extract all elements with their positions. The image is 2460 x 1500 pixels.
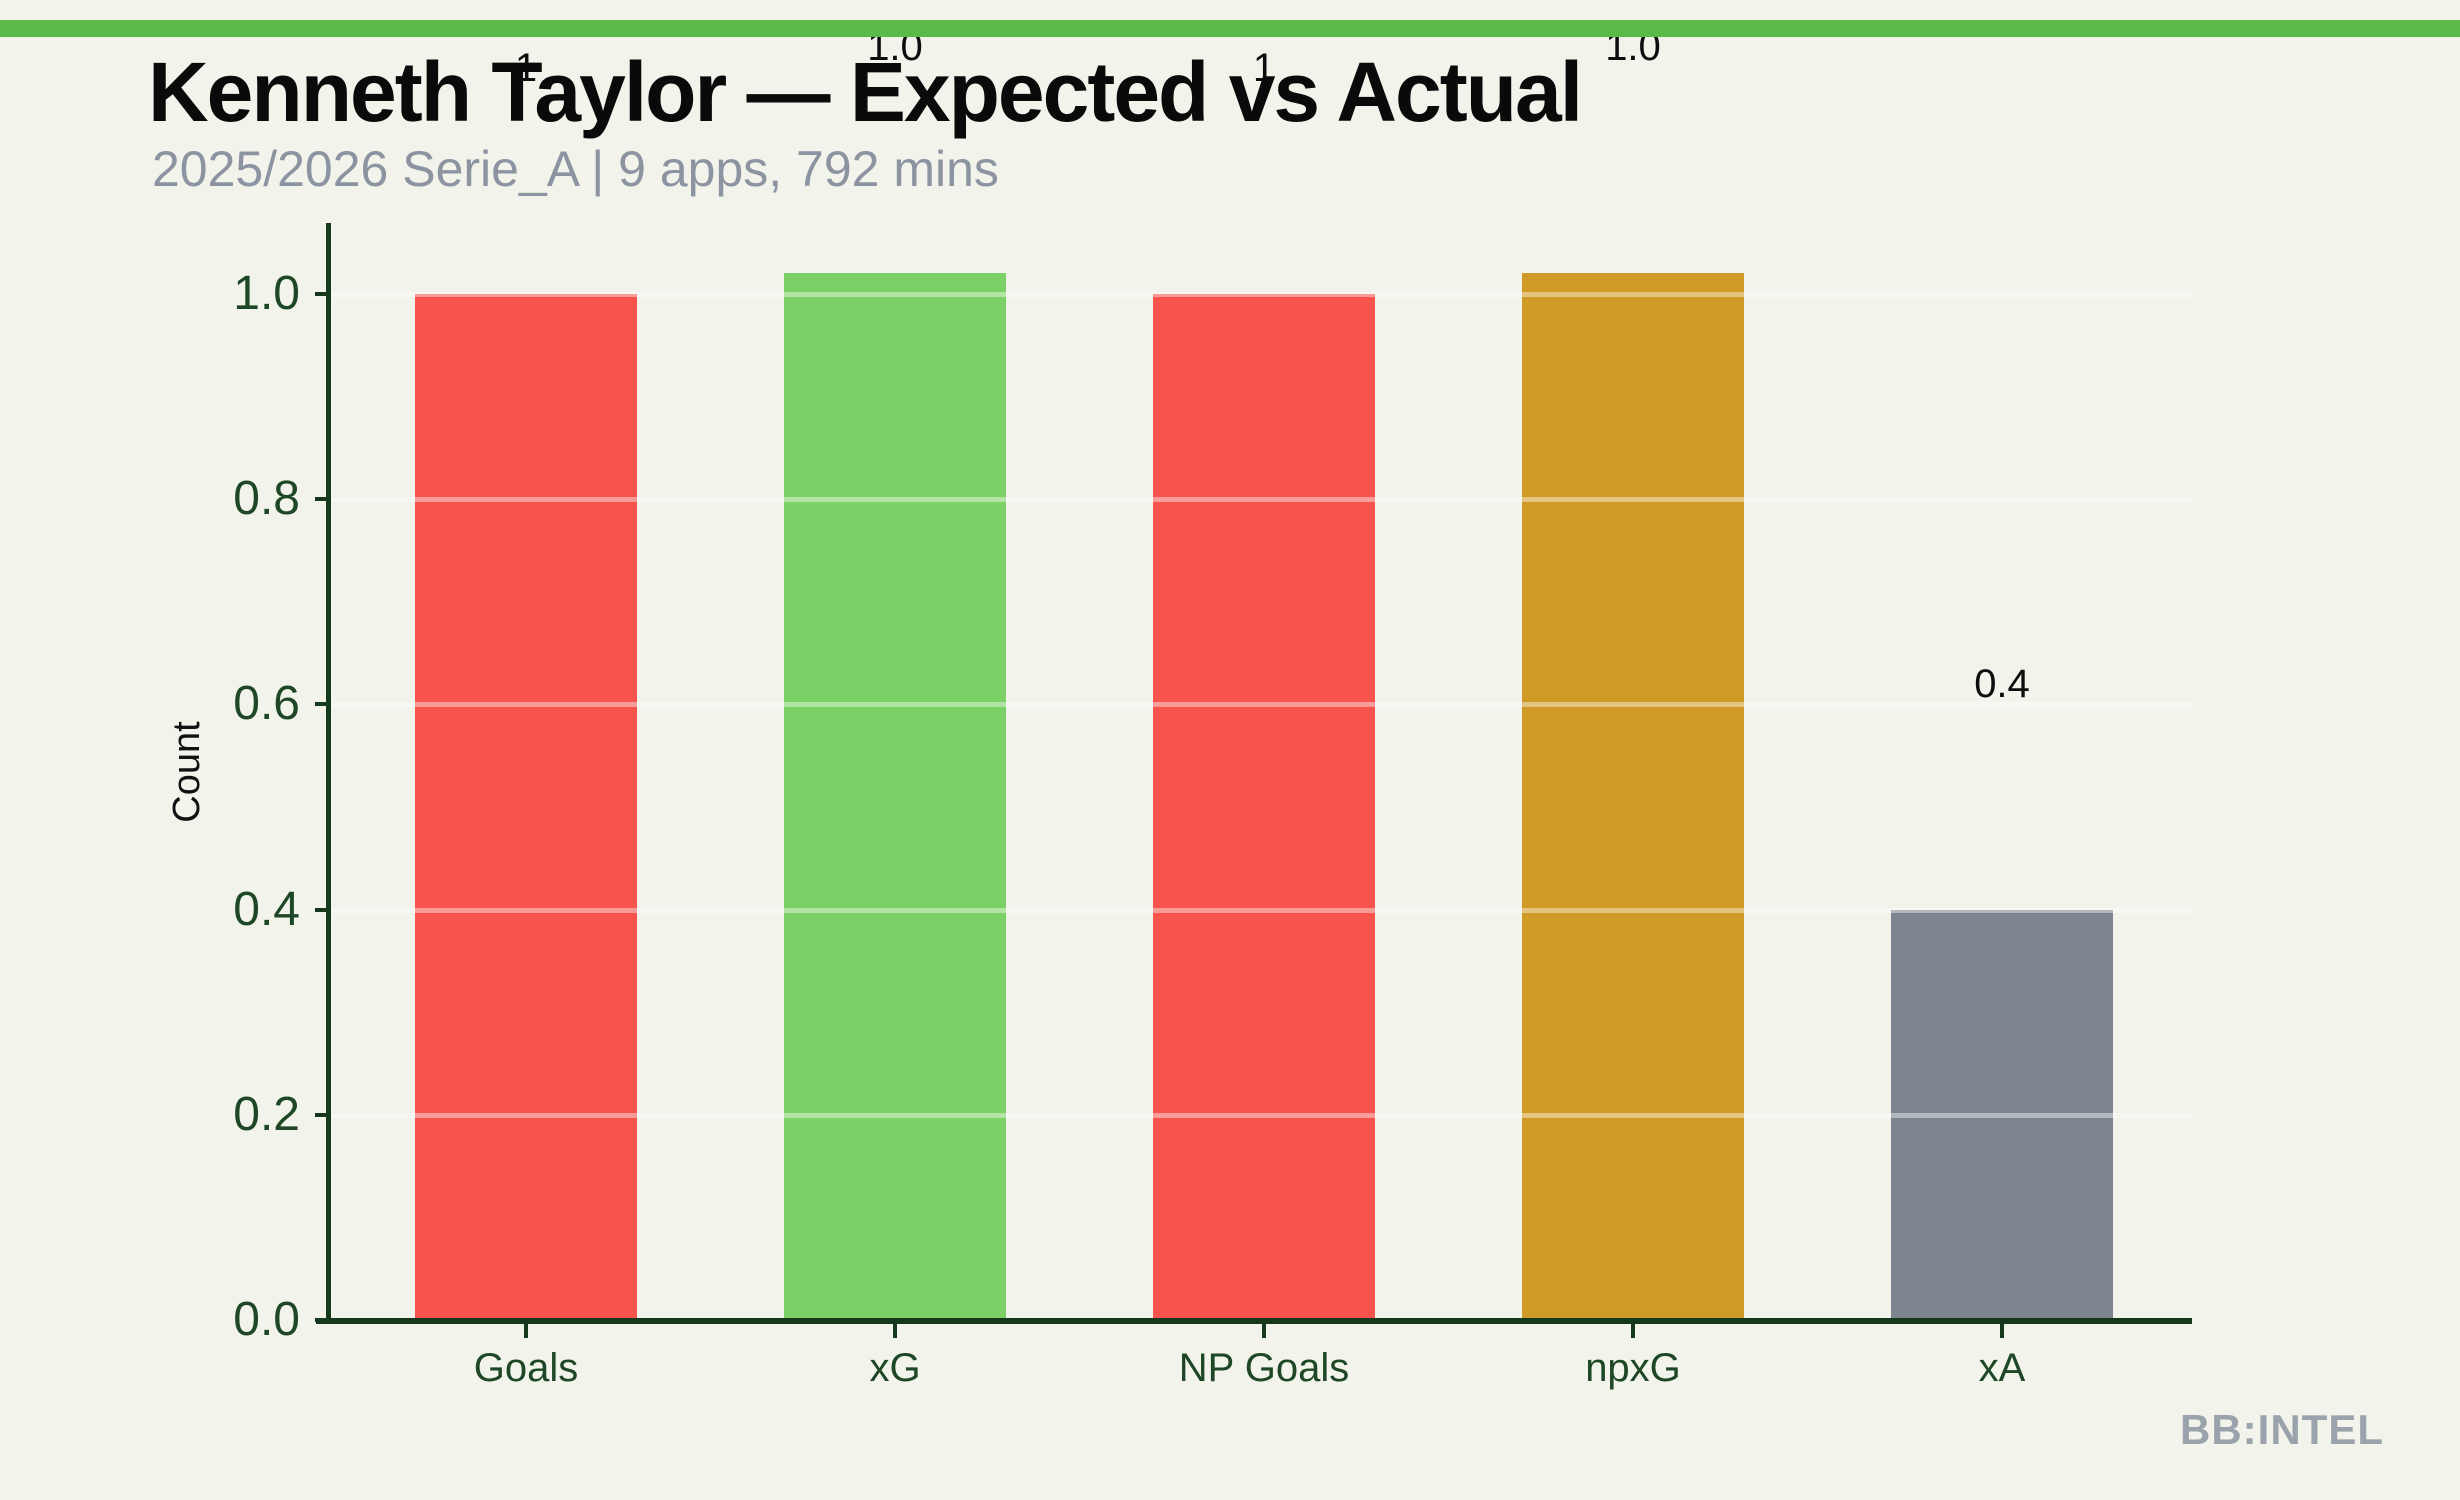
y-tick-label: 0.4 [233,882,300,936]
bar-value-label: 1 [1252,46,1276,90]
y-tick-label: 0.0 [233,1293,300,1346]
bar-value-label: 0.4 [1974,661,2030,706]
x-tick [1631,1323,1635,1338]
gridline [332,292,2192,297]
bar-xa [1891,909,2113,1320]
y-axis-label: Count [166,721,208,823]
gridline [332,702,2192,708]
y-tick-label: 0.6 [233,677,300,731]
y-tick [315,292,330,296]
y-tick [315,702,330,707]
y-axis-spine [326,223,331,1324]
gridline [332,907,2192,913]
watermark-bbintel: BB:INTEL [2180,1406,2384,1453]
y-tick-label: 1.0 [233,267,300,320]
y-tick-label: 0.8 [233,472,300,526]
x-tick-label: xA [1978,1346,2026,1390]
x-tick-label: npxG [1585,1346,1681,1390]
x-tick-label: Goals [473,1346,579,1390]
x-tick-label: NP Goals [1178,1346,1350,1390]
x-tick [893,1323,897,1338]
gridline [332,1112,2192,1118]
x-tick-label: xG [869,1346,921,1390]
bar-value-label: 1 [514,46,538,90]
y-tick [315,907,330,912]
chart-subtitle: 2025/2026 Serie_A | 9 apps, 792 mins [152,141,999,197]
x-tick [524,1323,528,1338]
y-tick [315,1112,330,1117]
bar-xg [784,273,1006,1320]
chart-title: Kenneth Taylor — Expected vs Actual [148,45,1583,139]
x-tick [2000,1323,2004,1338]
x-tick [1262,1323,1266,1338]
bar-np-goals [1153,294,1375,1320]
gridline [332,497,2192,503]
y-tick-label: 0.2 [233,1087,300,1141]
x-axis-spine [316,1318,2192,1324]
top-accent-strip [0,20,2460,37]
bar-npxg [1522,273,1744,1320]
bar-goals [415,294,637,1320]
y-tick [315,497,330,502]
